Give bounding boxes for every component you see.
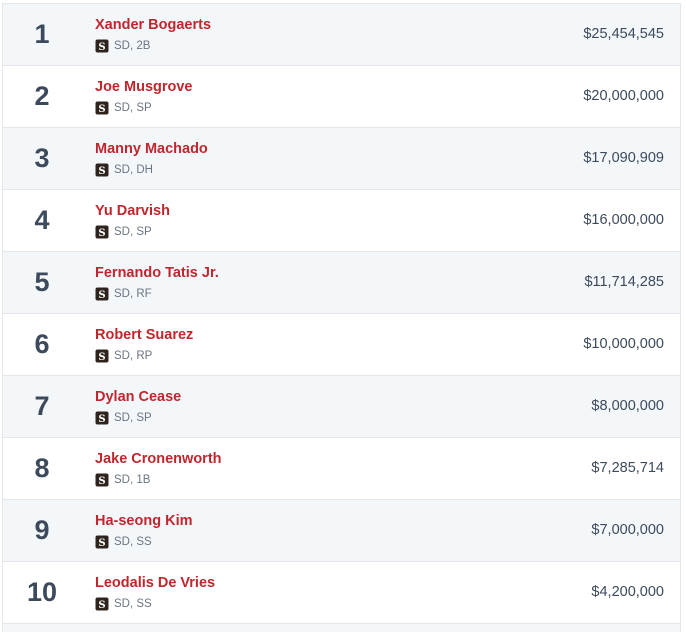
player-meta: S SD, DH	[95, 162, 153, 178]
team-position: SD, 1B	[114, 474, 151, 486]
salary-value: $25,454,545	[583, 26, 664, 42]
svg-text:S: S	[98, 538, 105, 549]
salary-value: $7,000,000	[591, 522, 664, 538]
player-name-link[interactable]: Xander Bogaerts	[95, 17, 212, 33]
player-meta: S SD, RF	[95, 286, 152, 302]
player-meta: S SD, RP	[95, 348, 152, 364]
player-name-link[interactable]: Robert Suarez	[95, 327, 194, 343]
player-meta: S SD, 1B	[95, 472, 150, 488]
rank-number: 3	[34, 143, 50, 173]
table-row: 6 Robert Suarez S SD, RP $10,000,000	[3, 314, 680, 376]
table-row: 5 Fernando Tatis Jr. S SD, RF $11,714,28…	[3, 252, 680, 314]
svg-text:S: S	[98, 42, 105, 53]
svg-text:S: S	[98, 352, 105, 363]
team-position: SD, RF	[114, 288, 152, 300]
rank-number: 2	[34, 81, 50, 111]
salary-value: $4,200,000	[591, 584, 664, 600]
team-position: SD, 2B	[114, 40, 151, 52]
table-row: 10 Leodalis De Vries S SD, SS $4,200,000	[3, 562, 680, 624]
player-meta: S SD, 2B	[95, 38, 150, 54]
padres-logo-icon: S	[95, 349, 109, 363]
salary-value: $16,000,000	[583, 212, 664, 228]
svg-text:S: S	[98, 104, 105, 115]
team-position: SD, RP	[114, 350, 153, 362]
padres-logo-icon: S	[95, 535, 109, 549]
rank-number: 9	[34, 515, 50, 545]
table-row: 7 Dylan Cease S SD, SP $8,000,000	[3, 376, 680, 438]
salary-value: $17,090,909	[583, 150, 664, 166]
salary-value: $20,000,000	[583, 88, 664, 104]
padres-logo-icon: S	[95, 225, 109, 239]
salary-value: $11,714,285	[584, 274, 664, 290]
player-name-link[interactable]: Joe Musgrove	[95, 79, 193, 95]
player-meta: S SD, SS	[95, 534, 152, 550]
table-row: 1 Xander Bogaerts S SD, 2B $25,454,545	[3, 4, 680, 66]
player-name-link[interactable]: Jake Cronenworth	[95, 451, 222, 467]
player-meta: S SD, SP	[95, 100, 152, 116]
rank-number: 10	[26, 577, 58, 607]
padres-logo-icon: S	[95, 287, 109, 301]
salary-value: $10,000,000	[583, 336, 664, 352]
team-position: SD, SS	[114, 536, 152, 548]
table-row: 9 Ha-seong Kim S SD, SS $7,000,000	[3, 500, 680, 562]
team-position: SD, SP	[114, 226, 152, 238]
rank-number: 1	[34, 19, 50, 49]
rank-number: 8	[34, 453, 50, 483]
rank-number: 6	[34, 329, 50, 359]
table-row: 8 Jake Cronenworth S SD, 1B $7,285,714	[3, 438, 680, 500]
svg-text:S: S	[98, 290, 105, 301]
svg-text:S: S	[98, 476, 105, 487]
team-position: SD, SS	[114, 598, 152, 610]
player-name-link[interactable]: Ha-seong Kim	[95, 513, 193, 529]
next-row-partial	[3, 624, 680, 632]
player-name-link[interactable]: Manny Machado	[95, 141, 208, 157]
table-row: 3 Manny Machado S SD, DH $17,090,909	[3, 128, 680, 190]
padres-logo-icon: S	[95, 473, 109, 487]
rank-number: 5	[34, 267, 50, 297]
salary-value: $8,000,000	[591, 398, 664, 414]
rank-number: 7	[34, 391, 50, 421]
padres-logo-icon: S	[95, 101, 109, 115]
padres-logo-icon: S	[95, 597, 109, 611]
svg-text:S: S	[98, 600, 105, 611]
salary-value: $7,285,714	[591, 460, 664, 476]
padres-logo-icon: S	[95, 411, 109, 425]
team-position: SD, SP	[114, 412, 152, 424]
salary-ranking-list: 1 Xander Bogaerts S SD, 2B $25,454,545 2…	[2, 3, 681, 632]
padres-logo-icon: S	[95, 39, 109, 53]
team-position: SD, DH	[114, 164, 153, 176]
player-meta: S SD, SS	[95, 596, 152, 612]
svg-text:S: S	[98, 414, 105, 425]
player-name-link[interactable]: Fernando Tatis Jr.	[95, 265, 219, 281]
rank-number: 4	[34, 205, 50, 235]
player-name-link[interactable]: Dylan Cease	[95, 389, 182, 405]
svg-text:S: S	[98, 228, 105, 239]
player-name-link[interactable]: Yu Darvish	[95, 203, 170, 219]
player-meta: S SD, SP	[95, 410, 152, 426]
team-position: SD, SP	[114, 102, 152, 114]
padres-logo-icon: S	[95, 163, 109, 177]
player-meta: S SD, SP	[95, 224, 152, 240]
player-name-link[interactable]: Leodalis De Vries	[95, 575, 216, 591]
table-row: 4 Yu Darvish S SD, SP $16,000,000	[3, 190, 680, 252]
table-row: 2 Joe Musgrove S SD, SP $20,000,000	[3, 66, 680, 128]
svg-text:S: S	[98, 166, 105, 177]
